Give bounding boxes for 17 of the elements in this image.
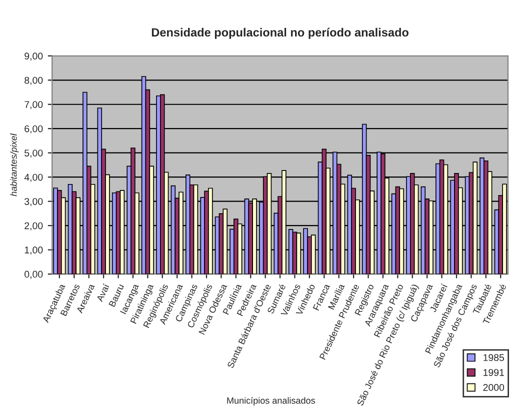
x-axis-title: Municípios analisados [227, 397, 316, 406]
legend-label: 1991 [484, 369, 504, 376]
y-tick-label: 3,00 [24, 198, 43, 206]
y-tick-label: 9,00 [24, 52, 43, 61]
y-tick-label: 5,00 [24, 150, 43, 158]
y-tick-label: 7,00 [24, 101, 43, 110]
y-axis-title: habitantes/pixel [10, 133, 19, 196]
y-tick-label: 1,00 [24, 246, 43, 255]
y-tick-label: 4,00 [24, 174, 43, 182]
y-tick-label: 0,00 [24, 270, 43, 279]
chart-title: Densidade populacional no período analisado [152, 28, 408, 39]
x-tick-label: Avaí [96, 283, 110, 302]
legend-label: 1985 [484, 354, 504, 362]
legend-label: 2000 [483, 384, 504, 391]
y-tick-label: 6,00 [24, 125, 43, 134]
y-tick-label: 8,00 [24, 76, 43, 85]
y-tick-label: 2,00 [24, 222, 43, 230]
